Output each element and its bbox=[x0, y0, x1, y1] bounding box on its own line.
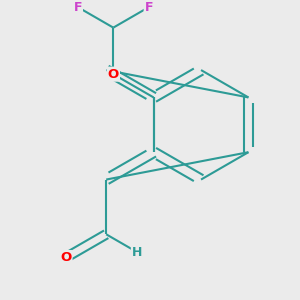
Text: O: O bbox=[60, 251, 71, 264]
Text: F: F bbox=[74, 1, 82, 13]
Text: H: H bbox=[132, 246, 142, 259]
Text: F: F bbox=[145, 1, 153, 13]
Text: O: O bbox=[108, 68, 119, 81]
